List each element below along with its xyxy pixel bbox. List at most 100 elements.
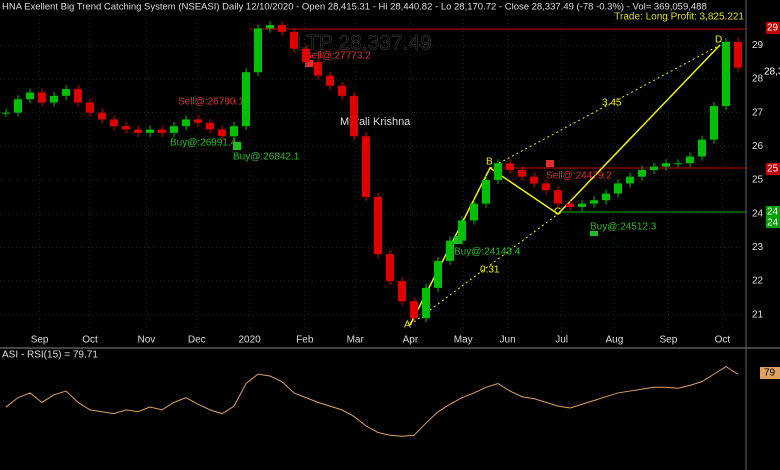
y-tick-label: 27 bbox=[752, 107, 764, 118]
candle-body bbox=[386, 254, 394, 282]
x-tick-label: Mar bbox=[347, 335, 365, 346]
candle-body bbox=[242, 72, 250, 127]
candle-body bbox=[254, 28, 262, 73]
buy-arrow bbox=[233, 142, 241, 150]
candle-body bbox=[650, 166, 658, 170]
candle-body bbox=[566, 203, 574, 207]
x-tick-label: Jul bbox=[555, 335, 568, 346]
tag-box bbox=[760, 367, 780, 379]
candle-body bbox=[434, 260, 442, 288]
candle-body bbox=[74, 89, 82, 103]
candle-body bbox=[506, 163, 514, 170]
candle-body bbox=[362, 136, 370, 197]
candle-body bbox=[110, 119, 118, 127]
candle-body bbox=[374, 196, 382, 255]
sell-arrow bbox=[305, 60, 313, 67]
candle-body bbox=[530, 176, 538, 184]
pattern-ratio: 0.31 bbox=[480, 265, 500, 276]
candle-body bbox=[134, 129, 142, 133]
y-tick-label: 22 bbox=[752, 276, 764, 287]
price-tag: 24 bbox=[767, 218, 779, 229]
sell-signal: Sell@:26790.1 bbox=[178, 97, 244, 108]
y-tick-label: 24 bbox=[752, 208, 764, 219]
x-tick-label: Feb bbox=[296, 335, 314, 346]
candle-body bbox=[398, 281, 406, 302]
x-tick-label: Sep bbox=[31, 335, 49, 346]
buy-signal: Buy@:24512.3 bbox=[590, 222, 657, 233]
candle-body bbox=[662, 163, 670, 167]
buy-signal: Buy@:24143.4 bbox=[454, 247, 521, 258]
candle-body bbox=[446, 240, 454, 261]
candle-body bbox=[482, 180, 490, 204]
rsi-title: ASI - RSI(15) = 79.71 bbox=[2, 350, 98, 361]
candle-body bbox=[350, 95, 358, 137]
pattern-label: B bbox=[486, 157, 493, 168]
candle-body bbox=[590, 200, 598, 204]
candle-body bbox=[458, 220, 466, 241]
pattern-label: C bbox=[554, 207, 561, 218]
candle-body bbox=[422, 287, 430, 319]
x-tick-label: Nov bbox=[138, 335, 156, 346]
pattern-dotted bbox=[409, 213, 559, 326]
candle-body bbox=[626, 176, 634, 184]
pattern-label: D bbox=[715, 35, 722, 46]
candle-body bbox=[710, 105, 718, 140]
pattern-label: A bbox=[404, 320, 411, 331]
candle-body bbox=[182, 119, 190, 127]
price-tag: 29 bbox=[767, 23, 779, 34]
candle-body bbox=[290, 31, 298, 49]
candle-body bbox=[686, 156, 694, 164]
candle-body bbox=[194, 119, 202, 123]
candle-body bbox=[50, 95, 58, 103]
candle-body bbox=[266, 25, 274, 29]
y-tick-label: 29 bbox=[752, 40, 764, 51]
pattern-ratio: 3.45 bbox=[602, 98, 622, 109]
candle-body bbox=[470, 203, 478, 221]
price-tag: 28,3 bbox=[764, 67, 780, 78]
candle-body bbox=[158, 129, 166, 133]
buy-arrow bbox=[590, 231, 598, 236]
candle-body bbox=[542, 183, 550, 191]
x-tick-label: Jun bbox=[500, 335, 516, 346]
candle-body bbox=[62, 89, 70, 96]
candle-body bbox=[674, 163, 682, 165]
rsi-line bbox=[5, 365, 739, 437]
y-tick-label: 25 bbox=[752, 175, 764, 186]
candle-body bbox=[38, 92, 46, 103]
candle-body bbox=[698, 139, 706, 157]
x-tick-label: Apr bbox=[403, 335, 419, 346]
x-tick-label: Oct bbox=[82, 335, 98, 346]
tag-box bbox=[766, 22, 780, 34]
candle-body bbox=[734, 41, 742, 68]
candle-body bbox=[26, 92, 34, 100]
candle-body bbox=[98, 112, 106, 120]
x-tick-label: Dec bbox=[188, 335, 206, 346]
x-tick-label: May bbox=[454, 335, 473, 346]
trade-status: Trade: Long Profit: 3,825.221 bbox=[614, 12, 744, 23]
candle-body bbox=[278, 25, 286, 32]
candle-body bbox=[338, 85, 346, 96]
candle-body bbox=[146, 129, 154, 133]
candle-body bbox=[122, 126, 130, 130]
sell-signal: Sell@:24479.2 bbox=[546, 171, 612, 182]
ltp: LTP 28,337.49 bbox=[296, 32, 432, 55]
y-tick-label: 23 bbox=[752, 242, 764, 253]
candle-body bbox=[326, 75, 334, 86]
sell-signal: Sell@:27773.2 bbox=[305, 51, 371, 62]
y-tick-label: 26 bbox=[752, 141, 764, 152]
candle-body bbox=[518, 169, 526, 177]
price-tag: 24 bbox=[767, 207, 779, 218]
pattern-dotted bbox=[489, 44, 721, 169]
buy-signal: Buy@:26842.1 bbox=[233, 152, 300, 163]
candle-body bbox=[302, 48, 310, 63]
candle-body bbox=[170, 126, 178, 133]
candle-body bbox=[2, 112, 10, 114]
candle-body bbox=[86, 102, 94, 113]
candle-body bbox=[14, 99, 22, 113]
candle-body bbox=[494, 163, 502, 181]
tag-box bbox=[766, 206, 780, 217]
tag-box bbox=[766, 217, 780, 228]
